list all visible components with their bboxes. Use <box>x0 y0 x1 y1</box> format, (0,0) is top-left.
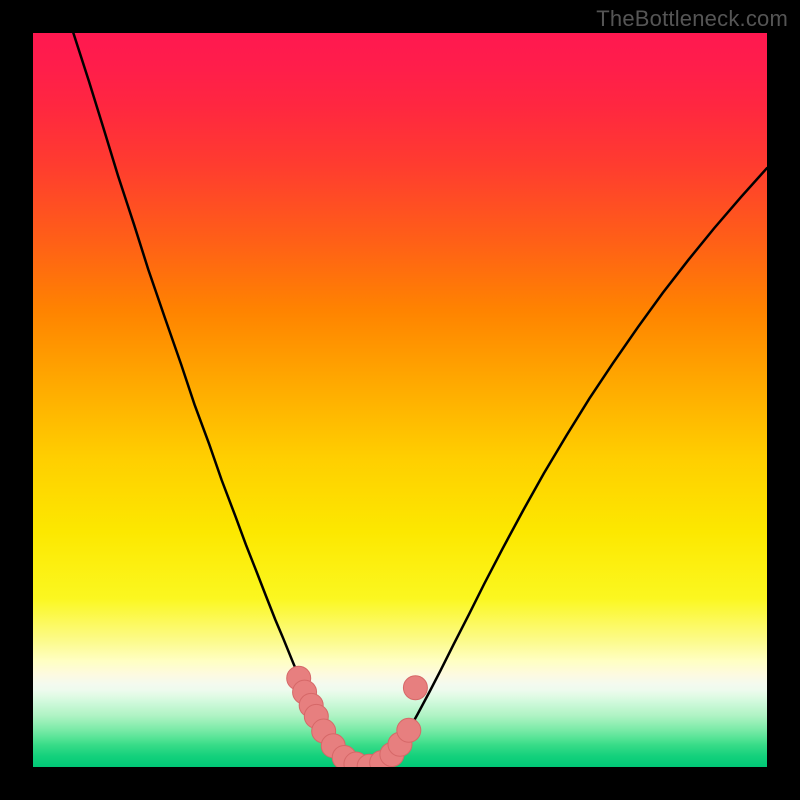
watermark-text: TheBottleneck.com <box>596 6 788 32</box>
data-marker <box>397 718 421 742</box>
bottleneck-chart <box>33 33 767 767</box>
data-marker <box>403 676 427 700</box>
gradient-background <box>33 33 767 767</box>
